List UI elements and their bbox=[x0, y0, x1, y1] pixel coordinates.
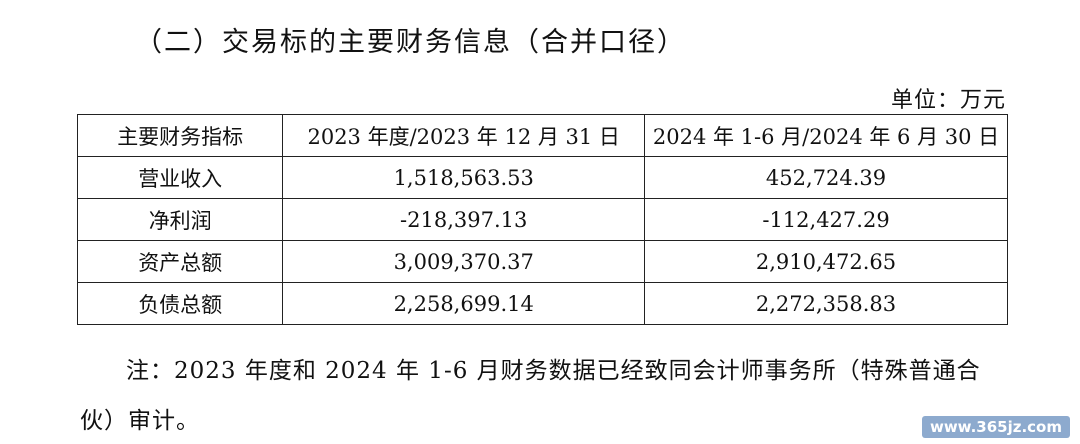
header-indicator: 主要财务指标 bbox=[76, 114, 284, 157]
header-2023: 2023 年度/2023 年 12 月 31 日 bbox=[282, 114, 646, 157]
header-2024h1: 2024 年 1-6 月/2024 年 6 月 30 日 bbox=[644, 114, 1008, 157]
row-label: 营业收入 bbox=[76, 156, 284, 199]
table-row: 营业收入 1,518,563.53 452,724.39 bbox=[76, 156, 1008, 199]
value-2024h1: 2,910,472.65 bbox=[644, 240, 1008, 283]
row-label: 资产总额 bbox=[76, 240, 284, 283]
section-title: （二）交易标的主要财务信息（合并口径） bbox=[135, 27, 686, 58]
value-2024h1: 2,272,358.83 bbox=[644, 282, 1008, 325]
value-2023: 3,009,370.37 bbox=[282, 240, 646, 283]
value-2023: -218,397.13 bbox=[282, 198, 646, 241]
table-row: 负债总额 2,258,699.14 2,272,358.83 bbox=[76, 282, 1008, 325]
value-2024h1: 452,724.39 bbox=[644, 156, 1008, 199]
financial-info-table: 主要财务指标 2023 年度/2023 年 12 月 31 日 2024 年 1… bbox=[76, 114, 1008, 325]
watermark: www.365jz.com bbox=[921, 416, 1070, 438]
table-row: 净利润 -218,397.13 -112,427.29 bbox=[76, 198, 1008, 241]
audit-note: 注：2023 年度和 2024 年 1-6 月财务数据已经致同会计师事务所（特殊… bbox=[80, 358, 981, 434]
row-label: 净利润 bbox=[76, 198, 284, 241]
value-2024h1: -112,427.29 bbox=[644, 198, 1008, 241]
row-label: 负债总额 bbox=[76, 282, 284, 325]
value-2023: 2,258,699.14 bbox=[282, 282, 646, 325]
table-row: 资产总额 3,009,370.37 2,910,472.65 bbox=[76, 240, 1008, 283]
unit-label: 单位：万元 bbox=[890, 88, 1006, 113]
value-2023: 1,518,563.53 bbox=[282, 156, 646, 199]
table-header-row: 主要财务指标 2023 年度/2023 年 12 月 31 日 2024 年 1… bbox=[76, 114, 1008, 157]
